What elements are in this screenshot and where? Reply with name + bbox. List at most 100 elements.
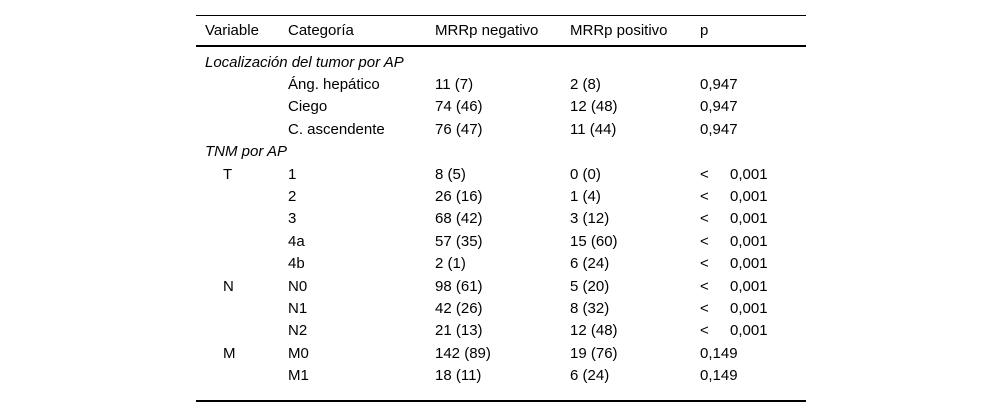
stats-table: Variable Categoría MRRp negativo MRRp po… <box>196 15 806 402</box>
cell-category: Ciego <box>288 98 328 116</box>
cell-category: 1 <box>288 165 297 183</box>
table-row: 3 68 (42) 3 (12) <0,001 <box>196 208 806 230</box>
cell-p-value: <0,001 <box>700 163 806 185</box>
less-than-sign: < <box>700 255 709 273</box>
less-than-sign: < <box>700 277 709 295</box>
cell-mrrp-negativo: 74 (46) <box>435 98 483 116</box>
cell-mrrp-positivo: 0 (0) <box>570 165 601 183</box>
less-than-sign: < <box>700 299 709 317</box>
header-row: Variable Categoría MRRp negativo MRRp po… <box>196 16 806 47</box>
cell-mrrp-negativo: 21 (13) <box>435 322 483 340</box>
cell-p-value: <0,001 <box>700 208 806 230</box>
col-header-p: p <box>700 22 709 39</box>
cell-p-value: <0,001 <box>700 185 806 207</box>
p-value: 0,001 <box>730 322 768 340</box>
p-value: 0,947 <box>700 120 738 138</box>
col-header-mrrp-negativo: MRRp negativo <box>435 22 539 39</box>
p-value: 0,001 <box>730 232 768 250</box>
cell-variable <box>196 118 288 140</box>
cell-variable <box>196 253 288 275</box>
cell-p-value: 0,947 <box>700 118 806 140</box>
p-value: 0,149 <box>700 344 738 362</box>
cell-mrrp-negativo: 68 (42) <box>435 210 483 228</box>
cell-p-value: <0,001 <box>700 320 806 342</box>
less-than-sign: < <box>700 232 709 250</box>
cell-variable: M <box>223 344 236 362</box>
cell-category: 3 <box>288 210 297 228</box>
table-row: N1 42 (26) 8 (32) <0,001 <box>196 297 806 319</box>
less-than-sign: < <box>700 165 709 183</box>
cell-category: C. ascendente <box>288 120 385 138</box>
cell-category: N1 <box>288 299 308 317</box>
p-value: 0,001 <box>730 255 768 273</box>
cell-p-value: 0,149 <box>700 342 806 364</box>
cell-category: Áng. hepático <box>288 76 380 94</box>
cell-mrrp-negativo: 76 (47) <box>435 120 483 138</box>
cell-mrrp-negativo: 142 (89) <box>435 344 491 362</box>
cell-mrrp-positivo: 6 (24) <box>570 255 610 273</box>
cell-mrrp-negativo: 2 (1) <box>435 255 466 273</box>
section-row: TNM por AP <box>196 141 806 163</box>
p-value: 0,001 <box>730 277 768 295</box>
table-row: N N0 98 (61) 5 (20) <0,001 <box>196 275 806 297</box>
table-row: M1 18 (11) 6 (24) 0,149 <box>196 364 806 400</box>
section-label: TNM por AP <box>205 143 287 161</box>
cell-mrrp-positivo: 2 (8) <box>570 76 601 94</box>
less-than-sign: < <box>700 210 709 228</box>
col-header-mrrp-positivo: MRRp positivo <box>570 22 668 39</box>
cell-variable <box>196 96 288 118</box>
cell-variable <box>196 297 288 319</box>
table-row: Ciego 74 (46) 12 (48) 0,947 <box>196 96 806 118</box>
cell-variable <box>196 320 288 342</box>
cell-variable <box>196 73 288 95</box>
cell-mrrp-negativo: 8 (5) <box>435 165 466 183</box>
cell-p-value: <0,001 <box>700 297 806 319</box>
cell-category: N2 <box>288 322 308 340</box>
stats-table-container: Variable Categoría MRRp negativo MRRp po… <box>196 15 806 402</box>
table-row: 4b 2 (1) 6 (24) <0,001 <box>196 253 806 275</box>
p-value: 0,149 <box>700 367 738 385</box>
less-than-sign: < <box>700 188 709 206</box>
cell-category: M1 <box>288 367 309 385</box>
cell-mrrp-positivo: 1 (4) <box>570 188 601 206</box>
p-value: 0,001 <box>730 210 768 228</box>
p-value: 0,001 <box>730 165 768 183</box>
cell-category: 2 <box>288 188 297 206</box>
cell-variable: N <box>223 277 234 295</box>
cell-p-value: <0,001 <box>700 253 806 275</box>
cell-p-value: 0,947 <box>700 73 806 95</box>
cell-category: 4b <box>288 255 305 273</box>
cell-p-value: 0,947 <box>700 96 806 118</box>
cell-p-value: <0,001 <box>700 275 806 297</box>
cell-p-value: 0,149 <box>700 364 806 400</box>
table-row: Áng. hepático 11 (7) 2 (8) 0,947 <box>196 73 806 95</box>
p-value: 0,001 <box>730 188 768 206</box>
cell-mrrp-negativo: 57 (35) <box>435 232 483 250</box>
cell-mrrp-positivo: 3 (12) <box>570 210 610 228</box>
cell-category: M0 <box>288 344 309 362</box>
p-value: 0,001 <box>730 299 768 317</box>
cell-variable <box>196 364 288 400</box>
less-than-sign: < <box>700 322 709 340</box>
col-header-variable: Variable <box>205 22 259 39</box>
cell-mrrp-negativo: 42 (26) <box>435 299 483 317</box>
p-value: 0,947 <box>700 98 738 116</box>
table-header: Variable Categoría MRRp negativo MRRp po… <box>196 15 806 47</box>
table-row: 2 26 (16) 1 (4) <0,001 <box>196 185 806 207</box>
cell-variable <box>196 230 288 252</box>
cell-category: 4a <box>288 232 305 250</box>
cell-mrrp-negativo: 11 (7) <box>435 76 474 94</box>
table-row: T 1 8 (5) 0 (0) <0,001 <box>196 163 806 185</box>
cell-mrrp-positivo: 12 (48) <box>570 322 618 340</box>
table-row: 4a 57 (35) 15 (60) <0,001 <box>196 230 806 252</box>
cell-mrrp-positivo: 15 (60) <box>570 232 618 250</box>
cell-variable: T <box>223 165 233 183</box>
cell-variable <box>196 185 288 207</box>
table-row: M M0 142 (89) 19 (76) 0,149 <box>196 342 806 364</box>
section-label: Localización del tumor por AP <box>205 53 404 71</box>
cell-p-value: <0,001 <box>700 230 806 252</box>
section-row: Localización del tumor por AP <box>196 46 806 73</box>
cell-mrrp-positivo: 12 (48) <box>570 98 618 116</box>
cell-mrrp-negativo: 98 (61) <box>435 277 483 295</box>
cell-mrrp-positivo: 5 (20) <box>570 277 610 295</box>
